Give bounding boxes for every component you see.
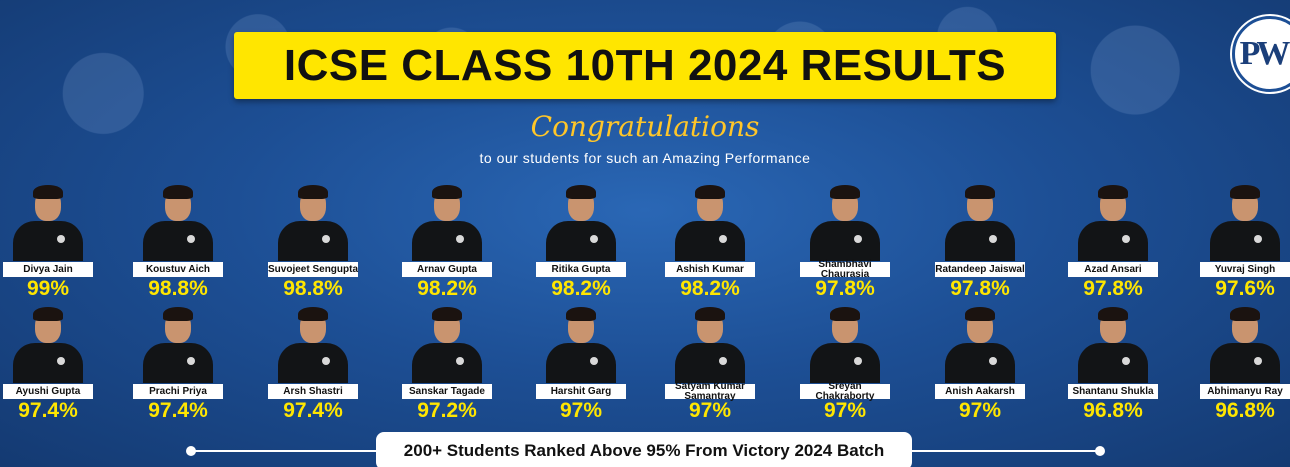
student-name: Abhimanyu Ray [1200, 384, 1290, 399]
student-name: Anish Aakarsh [935, 384, 1025, 399]
footer-text: 200+ Students Ranked Above 95% From Vict… [403, 441, 885, 460]
student-name: Arnav Gupta [402, 262, 492, 277]
student-card: Abhimanyu Ray 96.8% [1200, 307, 1290, 427]
student-name: Harshit Garg [536, 384, 626, 399]
student-percent: 98.2% [680, 277, 740, 300]
student-name: Prachi Priya [133, 384, 223, 399]
student-photo [546, 185, 616, 261]
student-card: Sanskar Tagade 97.2% [402, 307, 492, 427]
student-photo [13, 307, 83, 383]
student-card: Ritika Gupta 98.2% [536, 185, 626, 305]
student-photo [1078, 185, 1148, 261]
student-card: Shambhavi Chaurasia 97.8% [800, 185, 890, 305]
student-name: Ritika Gupta [536, 262, 626, 277]
student-card: Anish Aakarsh 97% [935, 307, 1025, 427]
student-photo [1210, 185, 1280, 261]
student-percent: 98.2% [417, 277, 477, 300]
student-percent: 97.4% [18, 399, 78, 422]
student-percent: 97.4% [283, 399, 343, 422]
student-card: Ashish Kumar 98.2% [665, 185, 755, 305]
footer-dot-left [186, 446, 196, 456]
student-card: Ratandeep Jaiswal 97.8% [935, 185, 1025, 305]
student-percent: 97.8% [1083, 277, 1143, 300]
banner-title: ICSE CLASS 10TH 2024 RESULTS [283, 40, 1007, 90]
student-percent: 97% [823, 399, 867, 422]
student-name: Ratandeep Jaiswal [935, 262, 1025, 277]
subtitle-text: to our students for such an Amazing Perf… [479, 150, 811, 166]
student-card: Satyam Kumar Samantray 97% [665, 307, 755, 427]
student-card: Yuvraj Singh 97.6% [1200, 185, 1290, 305]
student-photo [13, 185, 83, 261]
student-photo [278, 185, 348, 261]
student-photo [546, 307, 616, 383]
student-card: Shantanu Shukla 96.8% [1068, 307, 1158, 427]
title-box: ICSE CLASS 10TH 2024 RESULTS [234, 32, 1056, 99]
student-name: Suvojeet Sengupta [268, 262, 358, 277]
logo-text: PW [1239, 35, 1290, 72]
student-name: Sanskar Tagade [402, 384, 492, 399]
student-name: Sreyan Chakraborty [800, 381, 890, 401]
student-name: Divya Jain [3, 262, 93, 277]
student-card: Divya Jain 99% [3, 185, 93, 305]
student-percent: 98.2% [551, 277, 611, 300]
student-percent: 97% [688, 399, 732, 422]
student-name: Azad Ansari [1068, 262, 1158, 277]
student-name: Yuvraj Singh [1200, 262, 1290, 277]
student-percent: 97.4% [148, 399, 208, 422]
footer-dot-right [1095, 446, 1105, 456]
student-card: Prachi Priya 97.4% [133, 307, 223, 427]
student-percent: 97.8% [950, 277, 1010, 300]
student-name: Arsh Shastri [268, 384, 358, 399]
student-card: Arnav Gupta 98.2% [402, 185, 492, 305]
student-photo [675, 185, 745, 261]
student-card: Koustuv Aich 98.8% [133, 185, 223, 305]
congratulations-text: Congratulations [530, 110, 760, 143]
student-percent: 99% [26, 277, 70, 300]
student-name: Shambhavi Chaurasia [800, 259, 890, 279]
student-card: Ayushi Gupta 97.4% [3, 307, 93, 427]
student-card: Suvojeet Sengupta 98.8% [268, 185, 358, 305]
student-percent: 97% [559, 399, 603, 422]
student-percent: 98.8% [148, 277, 208, 300]
student-name: Satyam Kumar Samantray [665, 381, 755, 401]
student-photo [412, 185, 482, 261]
student-photo [143, 185, 213, 261]
student-percent: 97.8% [815, 277, 875, 300]
student-photo [412, 307, 482, 383]
student-name: Koustuv Aich [133, 262, 223, 277]
student-card: Sreyan Chakraborty 97% [800, 307, 890, 427]
student-photo [810, 307, 880, 383]
student-percent: 97.2% [417, 399, 477, 422]
student-name: Shantanu Shukla [1068, 384, 1158, 399]
student-percent: 96.8% [1215, 399, 1275, 422]
student-name: Ayushi Gupta [3, 384, 93, 399]
student-card: Harshit Garg 97% [536, 307, 626, 427]
student-photo [278, 307, 348, 383]
student-card: Arsh Shastri 97.4% [268, 307, 358, 427]
student-percent: 97.6% [1215, 277, 1275, 300]
student-percent: 98.8% [283, 277, 343, 300]
pw-logo: PW [1232, 16, 1290, 92]
student-percent: 96.8% [1083, 399, 1143, 422]
student-card: Azad Ansari 97.8% [1068, 185, 1158, 305]
student-percent: 97% [958, 399, 1002, 422]
student-photo [1078, 307, 1148, 383]
student-photo [945, 185, 1015, 261]
footer-box: 200+ Students Ranked Above 95% From Vict… [376, 432, 912, 467]
student-photo [945, 307, 1015, 383]
student-photo [1210, 307, 1280, 383]
student-photo [675, 307, 745, 383]
student-name: Ashish Kumar [665, 262, 755, 277]
student-photo [810, 185, 880, 261]
student-photo [143, 307, 213, 383]
